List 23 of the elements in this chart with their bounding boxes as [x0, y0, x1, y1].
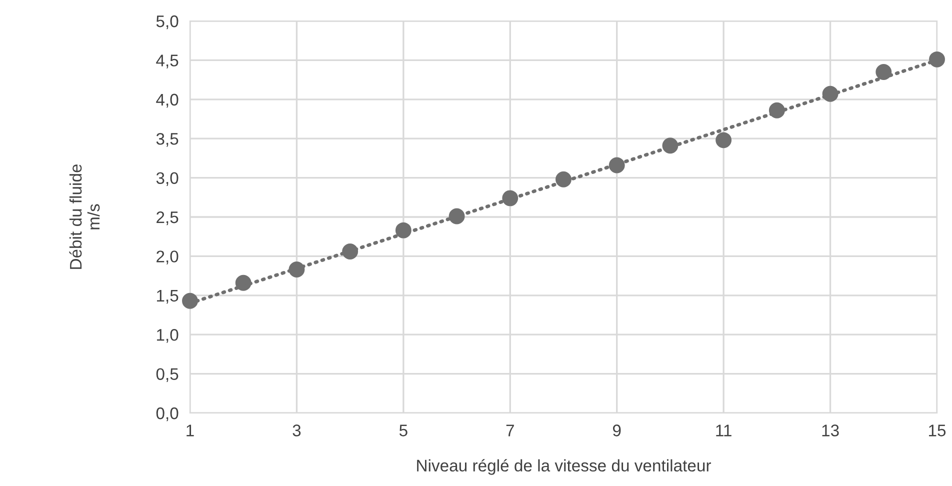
- x-tick-label: 7: [506, 424, 514, 436]
- x-tick-label: 11: [716, 424, 732, 436]
- x-tick-label: 3: [292, 424, 301, 436]
- point: [716, 132, 732, 148]
- y-tick-label: 3,5: [156, 133, 178, 147]
- x-tick-label: 9: [613, 424, 621, 436]
- x-tick-label: 1: [186, 424, 194, 436]
- x-tick-label: 15: [929, 424, 946, 436]
- y-tick-label: 1,5: [156, 290, 178, 304]
- y-tick-label: 4,5: [156, 54, 178, 68]
- x-tick-label: 5: [399, 424, 408, 436]
- y-tick-label: 0,5: [156, 368, 178, 382]
- y-axis-title: Débit du fluide m/s: [69, 164, 100, 269]
- y-tick-label: 2,0: [156, 250, 178, 264]
- point: [929, 51, 945, 68]
- x-axis-title: Niveau réglé de la vitesse du ventilateur: [417, 459, 712, 475]
- y-tick-label: 4,0: [156, 94, 178, 108]
- y-tick-label: 1,0: [156, 329, 178, 343]
- y-tick-label: 5,0: [156, 15, 178, 30]
- y-tick-label: 3,0: [156, 172, 178, 186]
- x-tick-label: 13: [822, 424, 839, 436]
- y-tick-label: 2,5: [156, 211, 178, 226]
- y-tick-label: 0,0: [156, 407, 178, 422]
